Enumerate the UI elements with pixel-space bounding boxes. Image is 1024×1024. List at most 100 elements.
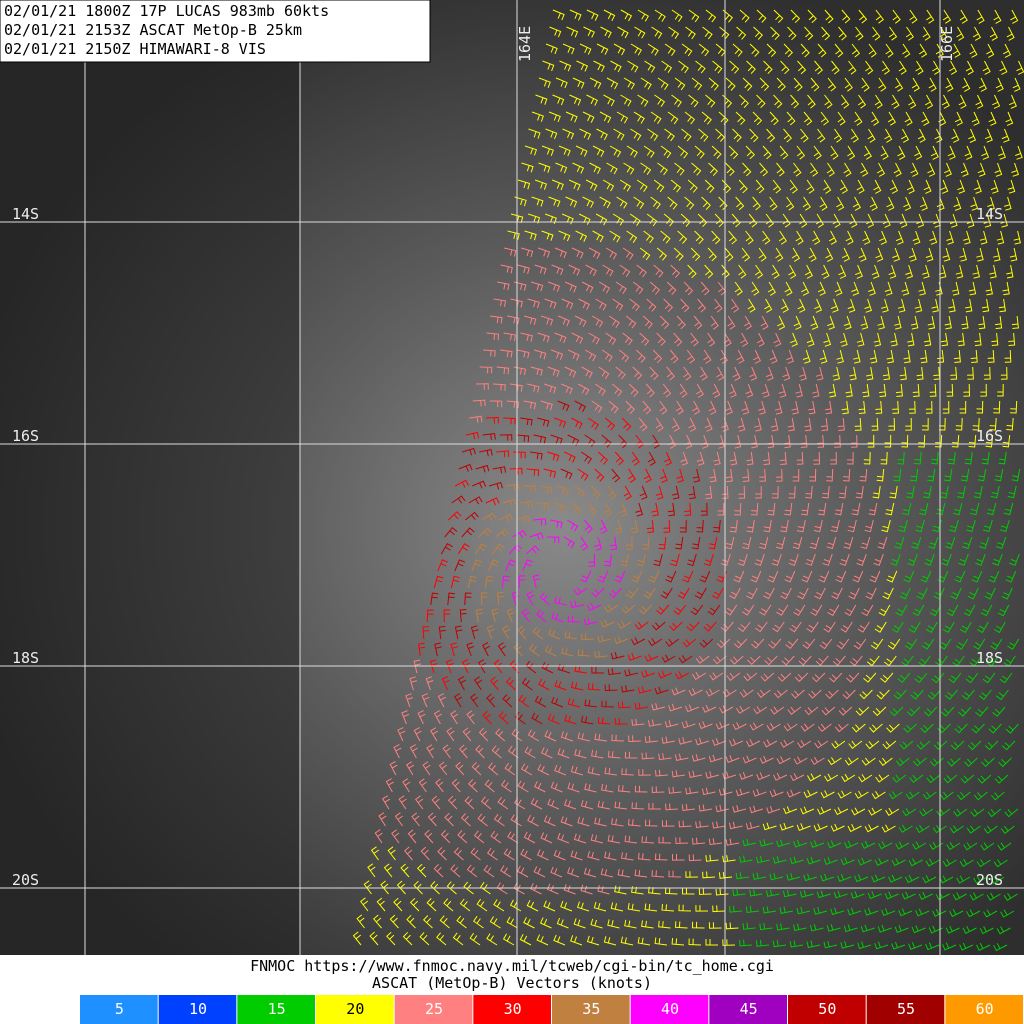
wind-barb [543, 815, 556, 827]
wind-barb [953, 502, 963, 516]
grid-labels: 164E 166E 14S 14S 16S 16S 18S 18S 20S 20… [12, 26, 1003, 889]
wind-barb [959, 858, 974, 868]
wind-barb [865, 740, 880, 750]
wind-barb [614, 519, 623, 534]
wind-barb [470, 625, 479, 640]
wind-barb [567, 349, 580, 361]
wind-barb [875, 400, 883, 414]
wind-barb [998, 757, 1012, 768]
wind-barb [732, 43, 743, 57]
wind-barb [425, 676, 434, 691]
wind-barb [786, 196, 795, 211]
wind-barb [759, 755, 774, 764]
wind-barb [492, 466, 507, 474]
wind-barb [732, 366, 741, 381]
wind-barb [786, 349, 795, 364]
legend-label: 5 [115, 1000, 124, 1018]
wind-barb [971, 723, 985, 734]
wind-barb [729, 738, 744, 747]
wind-barb [827, 757, 842, 766]
wind-barb [745, 145, 756, 160]
wind-barb [808, 247, 817, 262]
wind-barb [617, 784, 631, 793]
wind-barb [655, 485, 664, 500]
wind-barb [598, 366, 610, 379]
wind-barb [985, 281, 993, 296]
wind-barb [563, 451, 576, 463]
wind-barb [651, 502, 659, 517]
wind-barb [801, 502, 810, 516]
wind-barb [487, 847, 498, 861]
wind-barb [491, 543, 505, 555]
wind-barb [703, 621, 717, 632]
wind-barb [951, 128, 960, 143]
footer-caption: ASCAT (MetOp-B) Vectors (knots) [372, 974, 652, 992]
wind-barb [699, 570, 711, 583]
wind-barb [674, 753, 689, 761]
wind-barb [869, 196, 878, 211]
legend-label: 15 [268, 1000, 286, 1018]
lat-label: 20S [976, 871, 1003, 889]
wind-barb [509, 467, 523, 475]
wind-barb [397, 727, 406, 742]
wind-barb [560, 816, 573, 827]
wind-barb [796, 145, 806, 160]
wind-barb [1007, 485, 1017, 499]
wind-barb [779, 451, 787, 465]
wind-barb [885, 502, 895, 516]
wind-barb [975, 706, 989, 717]
wind-barb [550, 519, 563, 529]
wind-barb [771, 485, 779, 499]
wind-barb [541, 230, 554, 241]
wind-barb [927, 689, 941, 700]
wind-barb [426, 609, 434, 623]
wind-barb [707, 604, 721, 616]
wind-barb [980, 383, 987, 397]
wind-barb [486, 416, 499, 424]
wind-barb [684, 111, 696, 125]
wind-barb [584, 699, 597, 708]
wind-barb [434, 642, 442, 657]
wind-barb [393, 897, 403, 912]
wind-barb [819, 196, 828, 211]
wind-barb [996, 926, 1011, 935]
wind-barb [922, 875, 937, 884]
wind-barb [897, 672, 911, 684]
wind-barb [593, 901, 607, 912]
wind-barb [443, 898, 454, 912]
wind-barb [993, 621, 1006, 634]
wind-barb [553, 849, 566, 861]
wind-barb [641, 836, 655, 844]
wind-barb [497, 281, 510, 291]
wind-barb [537, 764, 550, 776]
wind-barb [376, 897, 386, 912]
wind-barb [619, 264, 631, 277]
wind-barb [842, 468, 851, 482]
wind-barb [422, 915, 433, 929]
wind-barb [477, 813, 488, 827]
wind-barb [756, 689, 771, 699]
wind-barb [839, 553, 850, 566]
wind-barb [947, 451, 956, 465]
wind-barb [873, 179, 882, 194]
wind-barb [610, 651, 625, 660]
wind-barb [475, 744, 485, 759]
wind-barb [834, 281, 843, 296]
wind-barb [484, 779, 495, 793]
wind-barb [554, 247, 567, 259]
wind-barb [878, 757, 893, 767]
wind-barb [472, 480, 487, 489]
wind-barb [879, 230, 888, 245]
wind-barb [843, 315, 852, 330]
wind-barb [380, 880, 389, 895]
wind-barb [454, 479, 470, 488]
wind-barb [660, 230, 671, 244]
wind-barb [564, 631, 577, 640]
wind-barb [771, 553, 782, 567]
wind-barb [1004, 196, 1012, 211]
wind-barb [982, 60, 991, 75]
wind-barb [806, 332, 815, 347]
wind-barb [538, 77, 551, 88]
wind-barb [962, 536, 973, 550]
